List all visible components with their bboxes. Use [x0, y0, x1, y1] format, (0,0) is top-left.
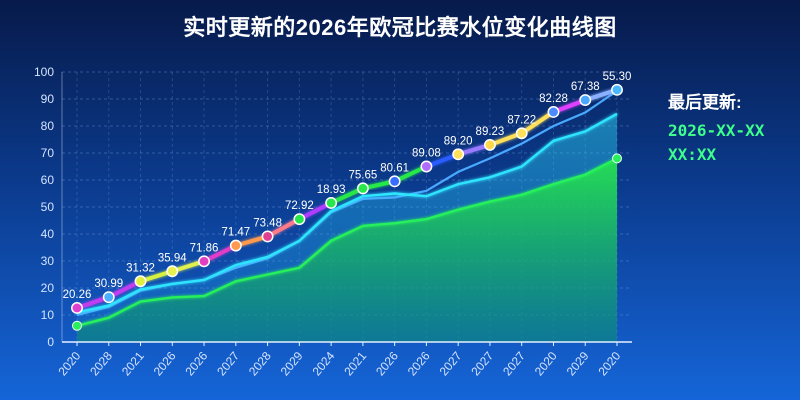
y-tick-label: 40 [41, 227, 55, 241]
data-label: 31.32 [126, 262, 155, 274]
series-marker-main [293, 213, 306, 226]
x-tick-label: 2027 [500, 349, 528, 379]
series-marker-main [134, 275, 147, 288]
series-marker-main [515, 127, 528, 140]
series-marker-main [261, 230, 274, 243]
update-label: 最后更新: [668, 93, 742, 112]
chart-title: 实时更新的2026年欧冠比赛水位变化曲线图 [183, 15, 617, 40]
y-tick-label: 70 [41, 146, 55, 160]
x-tick-label: 2027 [437, 349, 465, 379]
x-tick-label: 2020 [55, 349, 83, 379]
series-marker-main [356, 182, 369, 195]
series-marker-main [452, 148, 465, 161]
data-labels: 20.2630.9931.3235.9471.8671.4773.4872.92… [63, 71, 632, 301]
series-marker-main [547, 106, 560, 118]
x-tick-label: 2026 [151, 349, 179, 379]
series-marker-main [229, 239, 242, 252]
series-marker-main [420, 160, 433, 173]
y-tick-label: 80 [41, 119, 55, 133]
x-tick-label: 2028 [246, 349, 274, 379]
data-label: 35.94 [158, 252, 187, 264]
y-tick-label: 20 [41, 281, 55, 295]
x-tick-label: 2021 [119, 349, 147, 379]
series-marker-main [71, 302, 83, 314]
area-fills [77, 113, 617, 342]
data-label: 80.61 [380, 162, 409, 174]
series-marker-main [325, 197, 338, 209]
series-line-cyan [76, 112, 618, 314]
y-tick-label: 90 [41, 92, 55, 106]
series-line-green [76, 157, 618, 327]
data-label: 72.92 [285, 200, 314, 212]
x-tick-label: 2027 [214, 349, 242, 379]
series-marker-main [166, 265, 179, 278]
data-label: 73.48 [253, 217, 282, 229]
y-tick-label: 10 [41, 308, 55, 322]
data-label: 89.20 [444, 135, 473, 147]
x-tick-label: 2026 [405, 349, 433, 379]
x-tick-label: 2021 [341, 349, 369, 379]
x-tick-label: 2028 [87, 349, 115, 379]
data-label: 82.28 [539, 93, 568, 105]
y-tick-label: 50 [41, 200, 55, 214]
series-marker-main [483, 138, 496, 151]
y-tick-label: 100 [34, 65, 54, 79]
x-tick-label: 2029 [278, 349, 306, 379]
x-tick-label: 2027 [468, 349, 496, 379]
series-marker-main [579, 94, 592, 107]
y-tick-label: 60 [41, 173, 55, 187]
series-segment-main [265, 217, 302, 239]
data-label: 18.93 [317, 184, 346, 196]
data-label: 71.47 [221, 227, 250, 239]
x-tick-label: 2029 [564, 349, 592, 379]
data-label: 67.38 [571, 81, 600, 93]
series-marker-main [102, 291, 115, 304]
y-tick-label: 30 [41, 254, 55, 268]
x-tick-label: 2026 [373, 349, 401, 379]
x-tick-label: 2020 [532, 349, 560, 379]
update-timestamp: 2026-XX-XX XX:XX [668, 121, 765, 164]
data-label: 89.23 [476, 126, 505, 138]
data-label: 87.22 [507, 114, 536, 126]
x-tick-label: 2026 [182, 349, 210, 379]
data-label: 30.99 [94, 278, 123, 290]
update-panel: 最后更新: 2026-XX-XX XX:XX [668, 88, 798, 167]
series-marker-green [612, 153, 622, 164]
data-label: 20.26 [63, 289, 92, 301]
series-marker-main [198, 255, 211, 268]
series-marker-green [72, 320, 82, 331]
series-marker-main [611, 83, 623, 96]
x-tick-label: 2020 [595, 349, 623, 379]
data-label: 55.30 [603, 71, 632, 83]
data-label: 75.65 [348, 169, 377, 181]
series-segment-main [519, 109, 556, 136]
data-label: 71.86 [190, 242, 219, 254]
data-label: 89.08 [412, 148, 441, 160]
y-tick-label: 0 [47, 335, 54, 349]
markers [71, 83, 623, 331]
x-tick-label: 2024 [310, 349, 338, 379]
series-marker-main [388, 175, 401, 188]
